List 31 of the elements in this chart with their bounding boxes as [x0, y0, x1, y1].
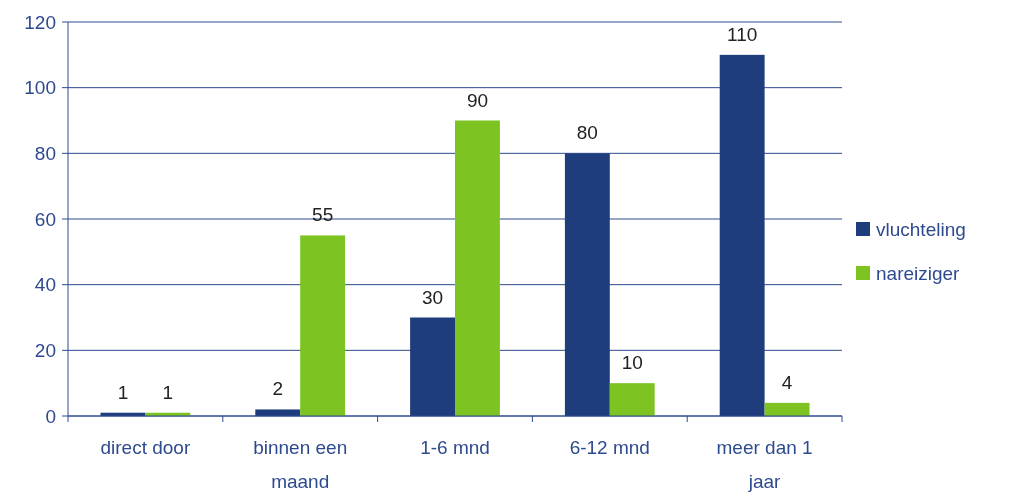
- x-tick-label: meer dan 1 jaar: [716, 437, 813, 492]
- data-label: 80: [576, 122, 598, 144]
- data-label: 1: [162, 381, 174, 403]
- data-label: 4: [781, 371, 793, 393]
- legend-label: nareiziger: [876, 262, 961, 284]
- y-tick-label: 60: [34, 208, 56, 230]
- data-label: 30: [421, 286, 444, 308]
- bar: [609, 383, 655, 416]
- bar: [455, 120, 500, 416]
- x-tick-label: 1-6 mnd: [420, 437, 490, 458]
- bar: [564, 153, 610, 416]
- data-label: 10: [621, 352, 643, 374]
- x-tick-label: direct door: [100, 437, 191, 458]
- bar: [719, 54, 765, 416]
- y-tick-label: 100: [24, 77, 56, 99]
- data-label: 90: [466, 89, 489, 111]
- y-tick-label: 120: [24, 11, 56, 33]
- x-tick-label: binnen een maand: [253, 437, 348, 492]
- bar: [255, 409, 301, 416]
- data-label: 110: [727, 23, 758, 45]
- x-tick-label: 6-12 mnd: [569, 437, 650, 458]
- bar: [410, 317, 455, 416]
- y-tick-label: 0: [45, 405, 56, 427]
- bar: [300, 235, 346, 416]
- y-tick-label: 20: [34, 339, 56, 361]
- data-label: 55: [312, 204, 334, 226]
- data-label: 2: [272, 378, 284, 400]
- y-tick-label: 40: [34, 274, 56, 296]
- data-label: 1: [117, 381, 129, 403]
- legend-label: vluchteling: [876, 218, 966, 240]
- y-tick-label: 80: [34, 142, 56, 164]
